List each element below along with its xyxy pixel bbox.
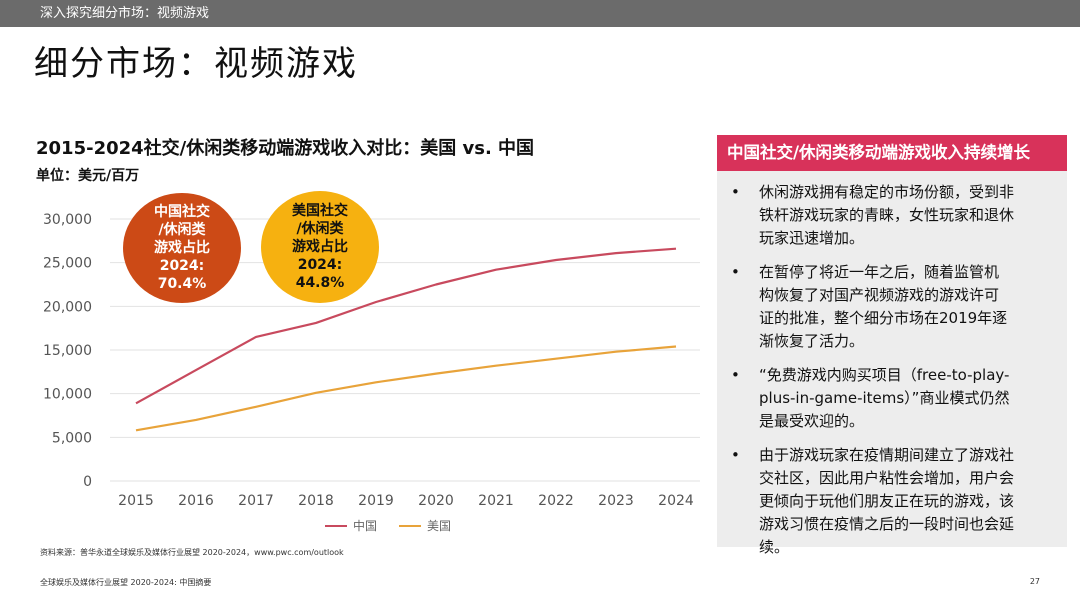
source-note: 资料来源：普华永道全球娱乐及媒体行业展望 2020-2024，www.pwc.c… [40, 548, 344, 557]
y-tick-label: 10,000 [43, 387, 92, 403]
bullet-line: 构恢复了对国产视频游戏的游戏许可 [759, 286, 1000, 304]
bullet-item: • 在暂停了将近一年之后，随着监管机 构恢复了对国产视频游戏的游戏许可 证的批准… [731, 261, 1053, 353]
legend-label: 美国 [427, 519, 452, 533]
bullet-icon: • [731, 183, 740, 201]
usa-share-bubble: 美国社交 /休闲类 游戏占比 2024: 44.8% [261, 191, 379, 303]
bullet-line: 续。 [759, 538, 790, 556]
bullet-line: 游戏习惯在疫情之后的一段时间也会延 [759, 515, 1015, 533]
x-tick-label: 2022 [538, 493, 574, 509]
page-number: 27 [1029, 577, 1040, 586]
bullet-line: 是最受欢迎的。 [759, 412, 865, 430]
bubble-line: 2024: [159, 258, 205, 274]
chart-unit-label: 单位：美元/百万 [36, 168, 140, 184]
y-tick-label: 30,000 [43, 212, 92, 228]
x-tick-label: 2024 [658, 493, 694, 509]
y-tick-label: 20,000 [43, 299, 92, 315]
bullet-line: 铁杆游戏玩家的青睐，女性玩家和退休 [759, 206, 1015, 224]
bullet-line: 玩家迅速增加。 [759, 229, 865, 247]
legend-swatch-china [325, 524, 347, 527]
bubble-line: /休闲类 [296, 221, 344, 237]
legend-item-china: 中国 [325, 517, 377, 534]
y-tick-label: 5,000 [52, 430, 92, 446]
bubble-line: 游戏占比 [154, 240, 210, 256]
series-line-usa [135, 345, 677, 432]
bullet-line: 休闲游戏拥有稳定的市场份额，受到非 [759, 183, 1015, 201]
legend-item-usa: 美国 [399, 517, 451, 534]
insight-panel: 中国社交/休闲类移动端游戏收入持续增长 • 休闲游戏拥有稳定的市场份额，受到非 … [717, 135, 1067, 556]
x-tick-label: 2017 [238, 493, 274, 509]
x-tick-label: 2020 [418, 493, 454, 509]
x-tick-label: 2023 [598, 493, 634, 509]
legend-label: 中国 [353, 519, 378, 533]
bullet-line: 交社区，因此用户粘性会增加，用户会 [759, 469, 1015, 487]
bubble-line: 中国社交 [154, 204, 210, 220]
bullet-line: 更倾向于玩他们朋友正在玩的游戏，该 [759, 492, 1015, 510]
y-tick-label: 15,000 [43, 343, 92, 359]
series-line-china [135, 247, 677, 405]
x-tick-label: 2015 [118, 493, 154, 509]
bubble-line: 游戏占比 [292, 239, 348, 255]
bullet-line: “免费游戏内购买项目（free-to-play- [759, 366, 1010, 384]
bubble-line: 44.8% [295, 275, 345, 291]
chart-legend: 中国 美国 [325, 517, 451, 534]
panel-title: 中国社交/休闲类移动端游戏收入持续增长 [717, 135, 1067, 171]
x-tick-label: 2018 [298, 493, 334, 509]
bubble-line: /休闲类 [158, 222, 206, 238]
y-tick-label: 0 [83, 474, 92, 490]
bullet-item: • “免费游戏内购买项目（free-to-play- plus-in-game-… [731, 364, 1053, 433]
page-title: 细分市场：视频游戏 [34, 44, 358, 84]
y-tick-label: 25,000 [43, 256, 92, 272]
china-share-bubble: 中国社交 /休闲类 游戏占比 2024: 70.4% [123, 193, 241, 303]
line-chart: 0 5,000 10,000 15,000 20,000 25,000 30,000 2015… [43, 212, 700, 509]
bullet-icon: • [731, 446, 740, 464]
x-tick-label: 2016 [178, 493, 214, 509]
bullet-line: 在暂停了将近一年之后，随着监管机 [759, 263, 1000, 281]
bullet-line: 渐恢复了活力。 [759, 332, 865, 350]
breadcrumb-bar: 深入探究细分市场：视频游戏 [0, 0, 1080, 27]
chart-title: 2015-2024社交/休闲类移动端游戏收入对比：美国 vs. 中国 [36, 138, 535, 159]
x-tick-label: 2021 [478, 493, 514, 509]
legend-swatch-usa [399, 524, 422, 527]
bullet-line: 证的批准，整个细分市场在2019年逐 [759, 309, 1008, 327]
bubble-line: 70.4% [157, 276, 207, 292]
bullet-item: • 由于游戏玩家在疫情期间建立了游戏社 交社区，因此用户粘性会增加，用户会 更倾… [731, 444, 1053, 559]
x-tick-label: 2019 [358, 493, 394, 509]
bullet-icon: • [731, 366, 740, 384]
bubble-line: 2024: [297, 257, 343, 273]
bullet-line: plus-in-game-items）”商业模式仍然 [759, 389, 1010, 407]
breadcrumb: 深入探究细分市场：视频游戏 [40, 6, 210, 21]
bullet-icon: • [731, 263, 740, 281]
bullet-item: • 休闲游戏拥有稳定的市场份额，受到非 铁杆游戏玩家的青睐，女性玩家和退休 玩家… [731, 181, 1053, 250]
footer-text: 全球娱乐及媒体行业展望 2020-2024: 中国摘要 [40, 578, 212, 587]
bubble-line: 美国社交 [292, 203, 348, 219]
bullet-list: • 休闲游戏拥有稳定的市场份额，受到非 铁杆游戏玩家的青睐，女性玩家和退休 玩家… [717, 171, 1067, 559]
bullet-line: 由于游戏玩家在疫情期间建立了游戏社 [759, 446, 1015, 464]
